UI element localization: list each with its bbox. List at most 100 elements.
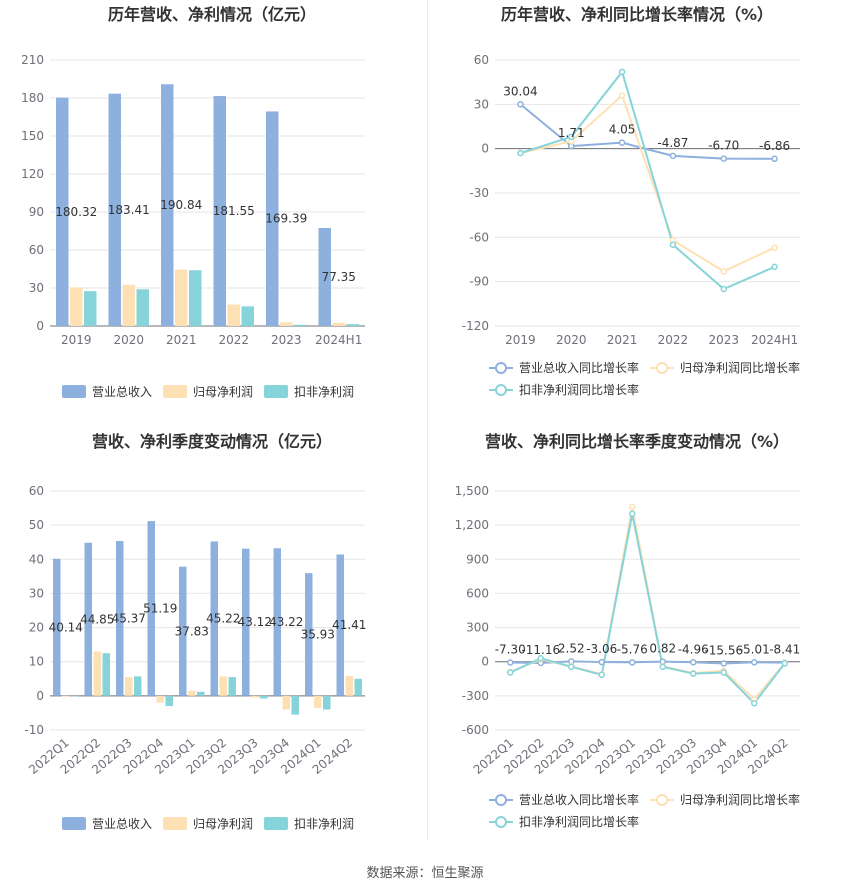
legend-marker — [656, 794, 668, 806]
y-tick-label: 900 — [466, 552, 489, 566]
bar-deducted-profit — [294, 324, 307, 326]
bar-net-profit — [125, 677, 133, 696]
y-tick-label: 30 — [29, 281, 44, 295]
data-label: 45.22 — [206, 612, 240, 626]
series-point — [629, 510, 636, 518]
bar-revenue — [84, 542, 92, 696]
x-tick-label: 2021 — [166, 333, 197, 347]
legend-label: 扣非净利润同比增长率 — [519, 382, 639, 397]
series-point — [598, 671, 605, 679]
bar-deducted-profit — [354, 678, 362, 696]
y-tick-label: 60 — [29, 484, 44, 498]
series-point — [690, 659, 697, 666]
bar-net-profit — [314, 695, 322, 708]
y-tick-label: 20 — [29, 621, 44, 635]
data-label: 41.41 — [332, 618, 366, 632]
data-label: -7.30 — [495, 643, 526, 657]
legend-label: 归母净利润 — [193, 385, 253, 399]
annual-growth-rate-chart: 历年营收、净利同比增长率情况（%） -120 -90 -60 -30 0 30 60 2019 2… — [425, 0, 850, 420]
bar-revenue — [108, 93, 121, 326]
y-tick-label: 30 — [474, 97, 489, 111]
data-label: 35.93 — [301, 628, 335, 642]
chart-title: 历年营收、净利情况（亿元） — [108, 5, 316, 24]
bar-revenue — [116, 540, 124, 696]
series-point — [618, 92, 626, 99]
legend-item[interactable]: 扣非净利润 — [264, 817, 354, 831]
x-tick-label: 2022 — [218, 333, 249, 347]
bar-net-profit — [251, 695, 259, 698]
legend-item[interactable]: 营业总收入同比增长率 — [489, 360, 639, 375]
bar-revenue — [161, 84, 174, 326]
y-tick-label: 60 — [474, 53, 489, 67]
y-tick-label: -90 — [469, 275, 489, 289]
legend-item[interactable]: 营业总收入 — [62, 817, 152, 831]
bar-revenue — [242, 548, 250, 696]
series-point — [771, 155, 778, 163]
data-label: 37.83 — [175, 624, 209, 638]
series-point — [568, 133, 575, 141]
legend-swatch — [62, 385, 86, 398]
legend-label: 归母净利润同比增长率 — [680, 792, 800, 807]
x-tick-label: 2024H1 — [751, 333, 798, 347]
x-tick-label: 2019 — [505, 333, 536, 347]
legend-marker — [495, 384, 507, 396]
series-point — [618, 68, 626, 76]
bar-revenue — [266, 111, 279, 326]
data-label: 0.82 — [649, 642, 676, 656]
data-label: 2.52 — [558, 641, 585, 655]
bar-net-profit — [280, 322, 293, 326]
data-label: -11.16 — [521, 643, 560, 657]
y-tick-label: 30 — [29, 586, 44, 600]
x-tick-label: 2024H1 — [315, 333, 362, 347]
quarterly-revenue-profit-chart: 营收、净利季度变动情况（亿元） -10 0 10 20 30 40 50 60 2022Q1 202… — [0, 420, 425, 840]
bar-net-profit — [227, 304, 240, 326]
legend-swatch — [163, 385, 187, 398]
legend-label: 营业总收入同比增长率 — [519, 360, 639, 375]
data-label: 77.35 — [322, 270, 356, 284]
bar-net-profit — [93, 651, 101, 696]
legend-item[interactable]: 扣非净利润同比增长率 — [489, 814, 639, 829]
legend-item[interactable]: 归母净利润 — [163, 817, 253, 831]
bar-deducted-profit — [71, 695, 79, 697]
y-tick-label: 90 — [29, 205, 44, 219]
bar-deducted-profit — [346, 324, 359, 326]
legend-item[interactable]: 归母净利润同比增长率 — [650, 792, 800, 807]
data-label: 43.12 — [238, 615, 272, 629]
legend-label: 归母净利润同比增长率 — [680, 360, 800, 375]
data-label: -5.76 — [617, 642, 648, 656]
data-label: 169.39 — [265, 212, 307, 226]
quarterly-growth-rate-svg: 营收、净利同比增长率季度变动情况（%） -600 -300 0 300 600 900 1,2… — [455, 432, 801, 829]
series-point — [720, 285, 727, 293]
series-point — [781, 660, 788, 667]
data-label: 180.32 — [55, 205, 97, 219]
bar-revenue — [318, 228, 331, 326]
data-label: -3.06 — [586, 642, 617, 656]
y-tick-label: 0 — [36, 319, 44, 333]
series-point — [568, 663, 575, 671]
series-point — [669, 241, 677, 248]
legend-marker — [495, 362, 507, 374]
bar-deducted-profit — [197, 691, 205, 696]
bar-revenue — [305, 573, 313, 696]
legend-item[interactable]: 扣非净利润 — [264, 385, 354, 399]
series-point — [659, 663, 666, 671]
series-point — [751, 659, 758, 666]
y-tick-label: 600 — [466, 586, 489, 600]
legend-item[interactable]: 营业总收入同比增长率 — [489, 792, 639, 807]
annual-revenue-profit-chart: 历年营收、净利情况（亿元） 0 30 60 90 120 150 180 210 2019 2020… — [0, 0, 425, 420]
series-point — [537, 655, 544, 662]
legend-item[interactable]: 归母净利润同比增长率 — [650, 360, 800, 375]
legend-item[interactable]: 营业总收入 — [62, 385, 152, 399]
legend-item[interactable]: 扣非净利润同比增长率 — [489, 382, 639, 397]
y-tick-label: 150 — [21, 129, 44, 143]
legend-item[interactable]: 归母净利润 — [163, 385, 253, 399]
x-tick-label: 2021 — [607, 333, 638, 347]
series-point — [629, 659, 636, 666]
data-label: 44.85 — [80, 612, 114, 626]
legend-label: 扣非净利润同比增长率 — [519, 814, 639, 829]
series-line-deducted-profit-growth — [520, 69, 775, 291]
data-label: -4.96 — [678, 642, 709, 656]
x-tick-label: 2019 — [61, 333, 92, 347]
data-label: -6.86 — [759, 139, 790, 153]
bar-net-profit — [156, 695, 164, 703]
